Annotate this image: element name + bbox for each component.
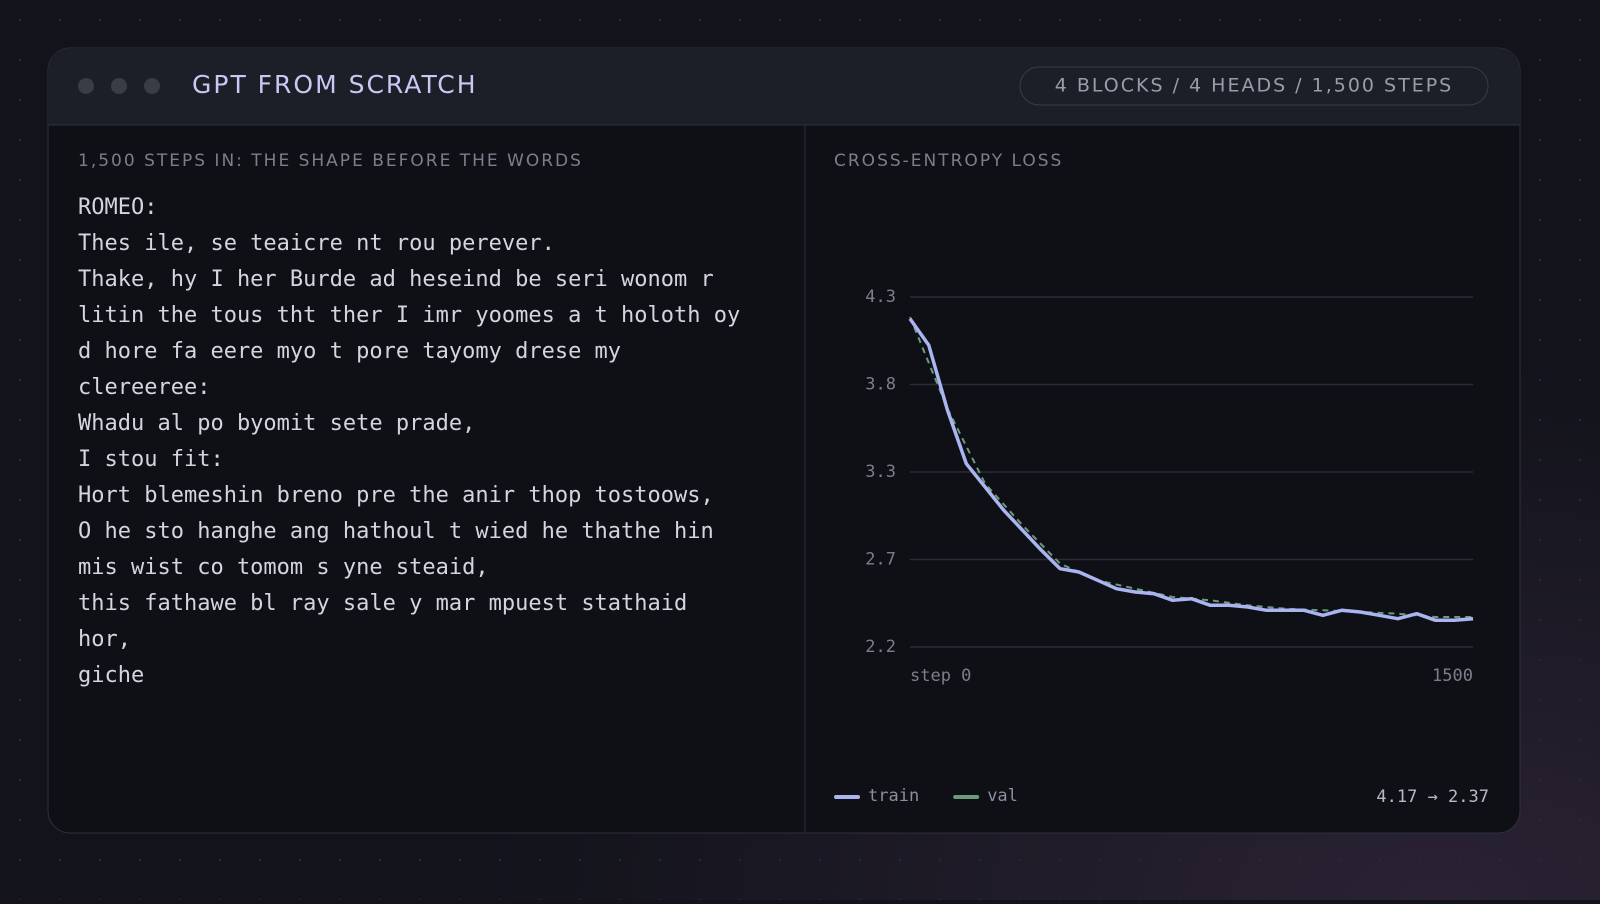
window-dot [78, 78, 94, 94]
sample-line: Hort blemeshin breno pre the anir thop t… [78, 483, 714, 508]
loss-summary: 4.17 → 2.37 [1376, 787, 1489, 807]
x-tick-label: step 0 [910, 666, 971, 686]
sample-line: O he sto hanghe ang hathoul t wied he th… [78, 519, 714, 544]
window-dot [144, 78, 160, 94]
sample-line: ROMEO: [78, 195, 157, 220]
sample-line: Thake, hy I her Burde ad heseind be seri… [78, 267, 714, 292]
y-tick-label: 2.2 [865, 637, 896, 657]
legend-label: train [868, 786, 919, 806]
x-tick-label: 1500 [1432, 666, 1473, 686]
sample-line: clereeree: [78, 375, 210, 400]
window-title: GPT FROM SCRATCH [192, 70, 478, 99]
sample-line: I stou fit: [78, 447, 224, 472]
sample-line: Whadu al po byomit sete prade, [78, 411, 475, 436]
sample-line: giche [78, 663, 144, 688]
legend-label: val [987, 786, 1018, 806]
y-tick-label: 2.7 [865, 550, 896, 570]
sample-line: litin the tous tht ther I imr yoomes a t… [78, 303, 740, 328]
y-tick-label: 3.8 [865, 375, 896, 395]
loss-line [908, 317, 1474, 623]
badge-text: 4 BLOCKS / 4 HEADS / 1,500 STEPS [1055, 75, 1454, 97]
sample-line: d hore fa eere myo t pore tayomy drese m… [78, 339, 621, 364]
window-dot [111, 78, 127, 94]
badge [1019, 66, 1489, 106]
sample-line: Thes ile, se teaicre nt rou perever. [78, 231, 555, 256]
sample-line: this fathawe bl ray sale y mar mpuest st… [78, 591, 687, 616]
panel-label: CROSS-ENTROPY LOSS [834, 151, 1063, 171]
sample-line: mis wist co tomom s yne steaid, [78, 555, 489, 580]
panel-label: 1,500 STEPS IN: THE SHAPE BEFORE THE WOR… [78, 151, 583, 171]
y-tick-label: 4.3 [865, 287, 896, 307]
y-tick-label: 3.3 [865, 462, 896, 482]
sample-line: hor, [78, 627, 131, 652]
